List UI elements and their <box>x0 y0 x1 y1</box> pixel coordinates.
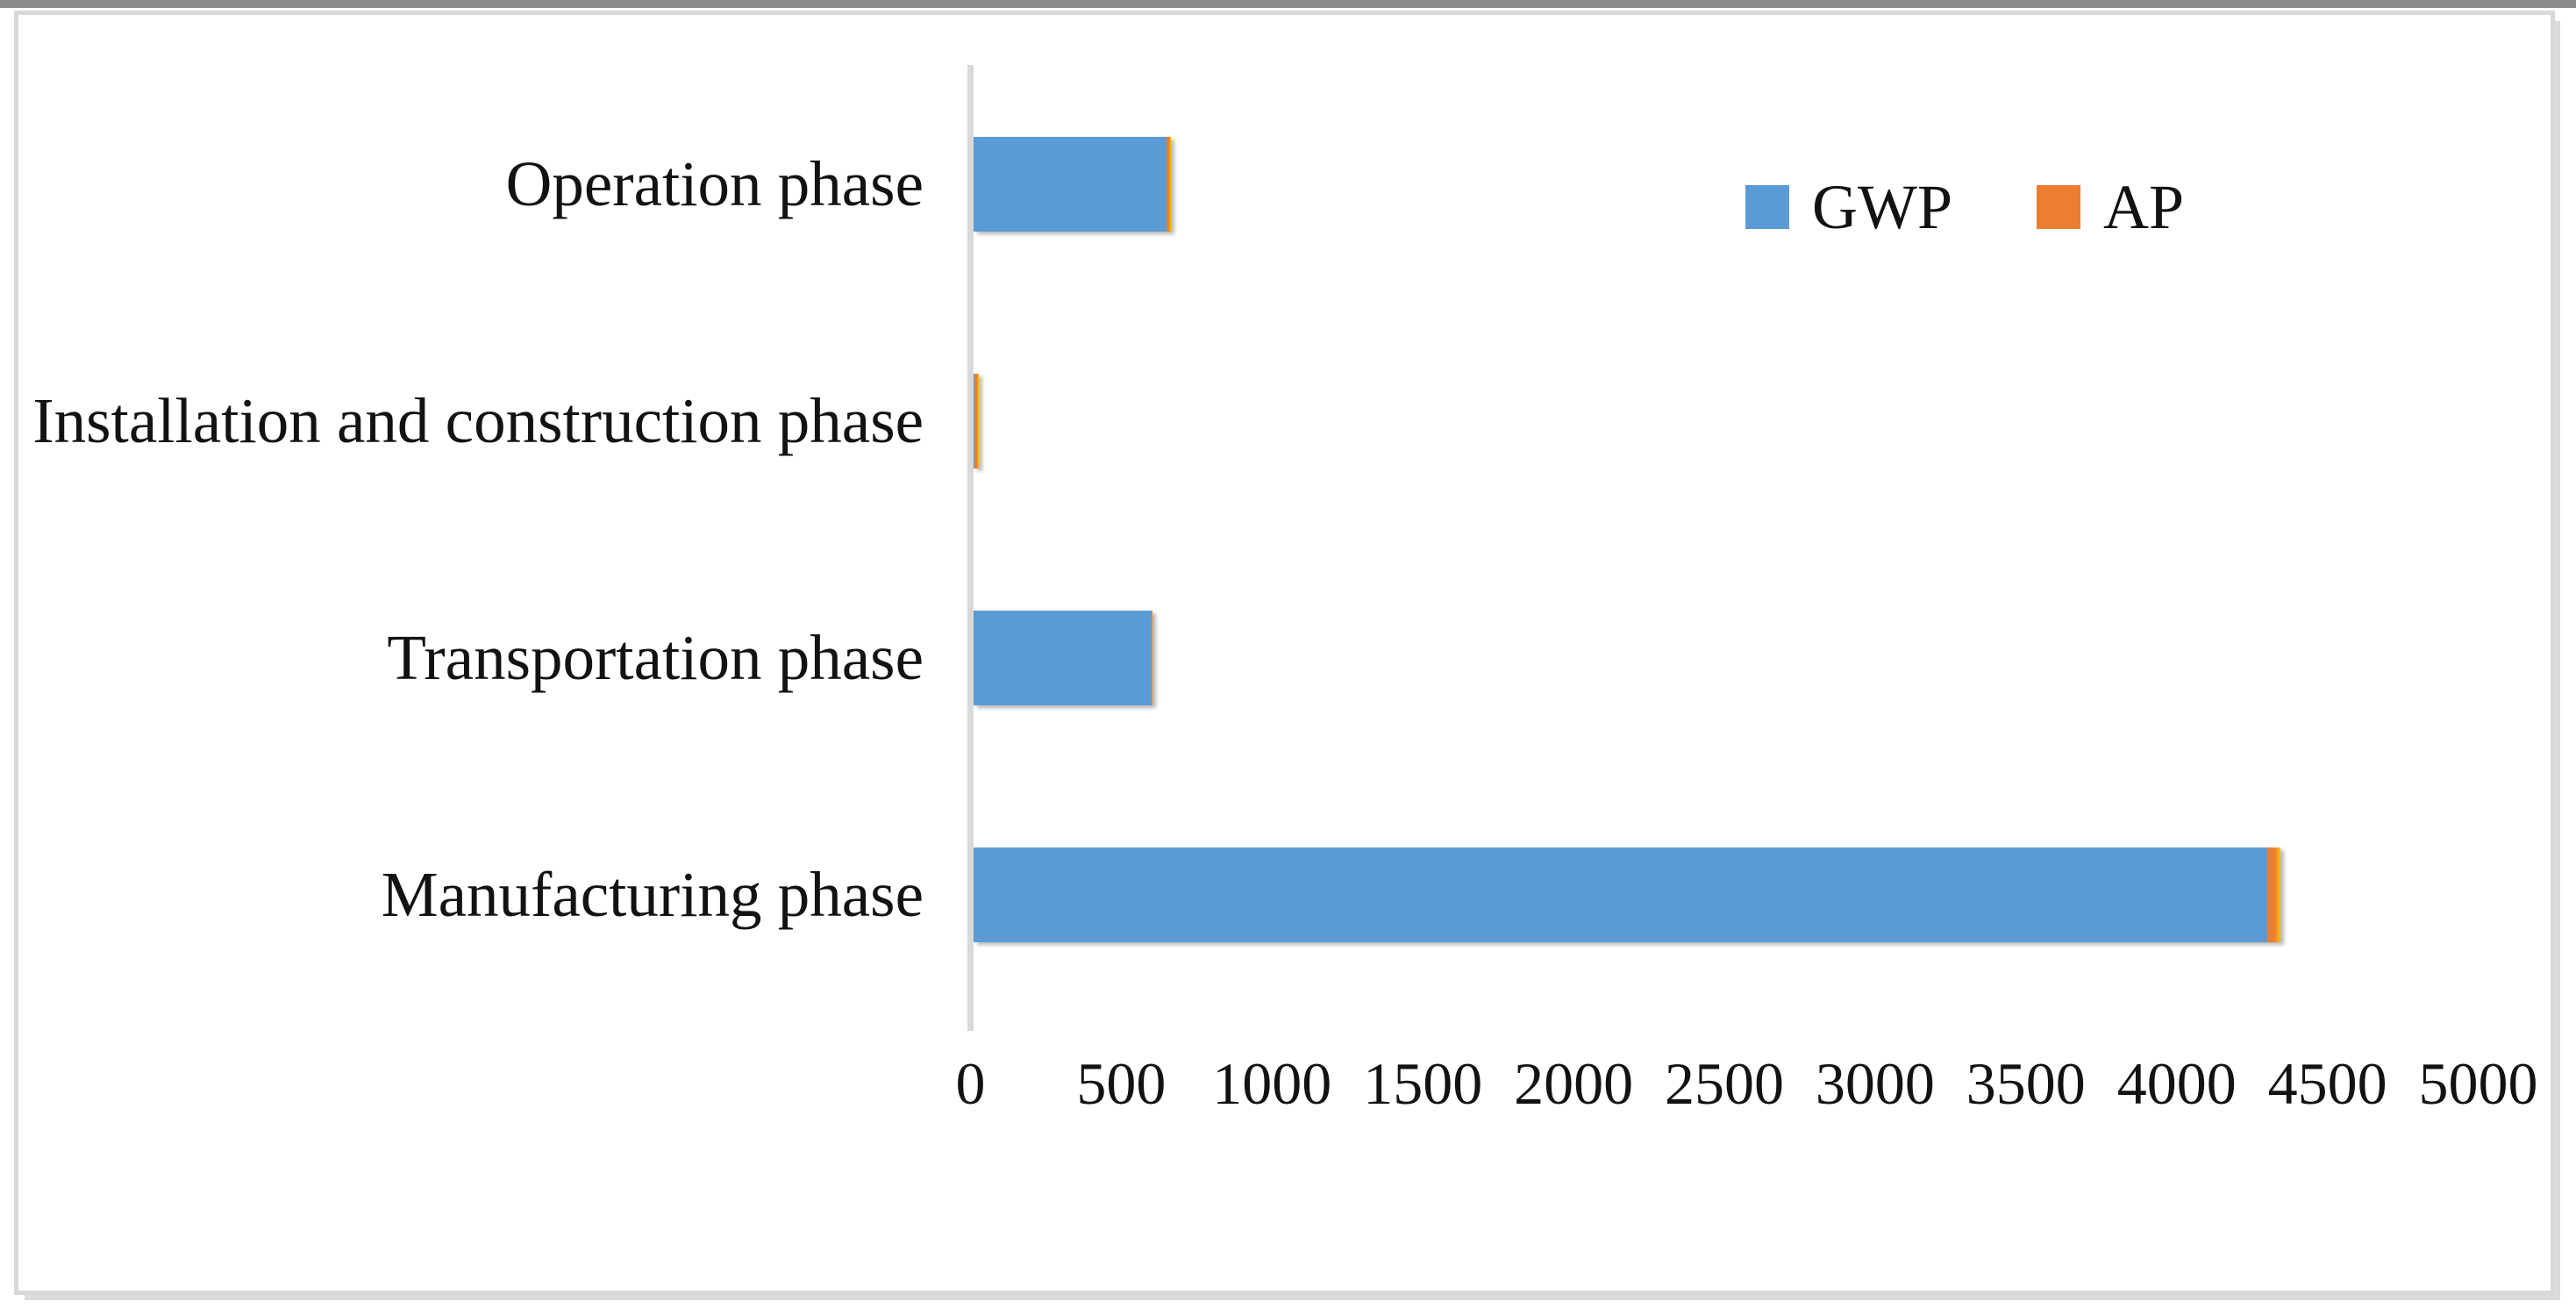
bar-row <box>974 137 1172 232</box>
x-axis-tick-label: 500 <box>1076 1050 1167 1117</box>
figure-border <box>14 11 2555 1295</box>
x-axis-tick-label: 1000 <box>1212 1050 1332 1117</box>
legend-item-gwp: GWP <box>1745 174 1952 240</box>
x-axis-tick-label: 2000 <box>1514 1050 1634 1117</box>
legend-item-ap: AP <box>2037 174 2184 240</box>
bar-row <box>974 374 979 468</box>
category-label: Operation phase <box>505 148 924 219</box>
bar-row <box>974 611 1152 705</box>
bar-segment-gwp <box>974 611 1152 705</box>
bar-segment-gwp <box>974 137 1167 232</box>
x-axis-tick-label: 3000 <box>1815 1050 1935 1117</box>
x-axis-tick-label: 0 <box>955 1050 986 1117</box>
legend-swatch-gwp <box>1745 185 1789 229</box>
legend-swatch-ap <box>2037 185 2080 229</box>
x-axis-tick-label: 1500 <box>1363 1050 1483 1117</box>
x-axis-tick-label: 4000 <box>2116 1050 2237 1117</box>
screenshot-top-edge <box>0 0 2576 8</box>
x-axis-tick-label: 4500 <box>2267 1050 2387 1117</box>
legend-label: GWP <box>1812 172 1952 242</box>
bar-row <box>974 848 2281 942</box>
x-axis-tick-label: 5000 <box>2418 1050 2538 1117</box>
legend: GWP AP <box>1745 174 2184 240</box>
bar-segment-ap <box>2266 848 2281 942</box>
bar-segment-ap <box>1167 137 1172 232</box>
category-axis-line <box>967 65 974 1031</box>
category-label: Installation and construction phase <box>32 385 924 456</box>
x-axis-tick-label: 3500 <box>1966 1050 2086 1117</box>
x-axis-tick-label: 2500 <box>1665 1050 1784 1117</box>
bar-segment-ap <box>974 374 979 468</box>
bar-segment-gwp <box>974 848 2267 942</box>
category-label: Manufacturing phase <box>381 859 924 930</box>
category-label: Transportation phase <box>387 622 924 693</box>
legend-label: AP <box>2103 172 2185 242</box>
